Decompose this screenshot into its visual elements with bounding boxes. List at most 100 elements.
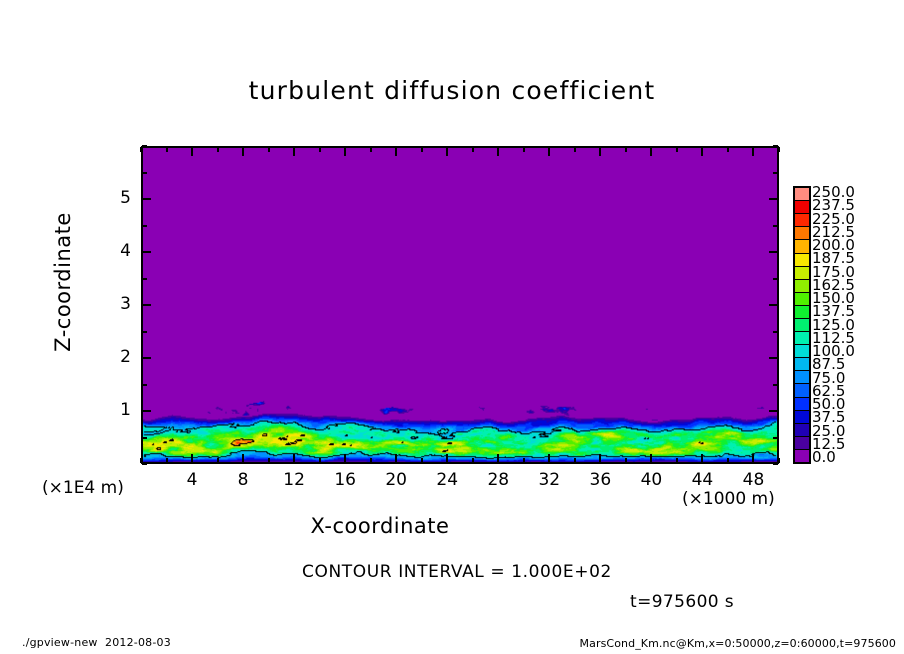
y-tick-left xyxy=(142,171,147,174)
x-tick-top xyxy=(573,147,576,152)
x-tick-label: 40 xyxy=(640,470,663,490)
x-tick-bottom xyxy=(369,458,372,463)
x-tick-bottom xyxy=(701,454,704,463)
colorbar-band xyxy=(795,344,809,358)
colorbar-band xyxy=(795,291,809,305)
colorbar-tick-label: 87.5 xyxy=(812,355,846,374)
x-tick-top xyxy=(369,147,372,152)
colorbar-tick-label: 162.5 xyxy=(812,275,855,294)
colorbar-tick-label: 237.5 xyxy=(812,196,855,215)
x-tick-top xyxy=(548,147,551,156)
contour-interval-note: CONTOUR INTERVAL = 1.000E+02 xyxy=(302,562,612,582)
x-tick-bottom xyxy=(650,454,653,463)
x-tick-bottom xyxy=(395,454,398,463)
colorbar-band xyxy=(795,252,809,266)
colorbar-band xyxy=(795,370,809,384)
y-tick-left xyxy=(142,357,151,359)
y-tick-right xyxy=(773,463,778,465)
x-tick-top xyxy=(216,147,219,152)
colorbar-tick-label: 250.0 xyxy=(812,183,855,201)
x-tick-top xyxy=(293,147,296,156)
x-tick-bottom xyxy=(548,454,551,463)
colorbar-tick-label: 225.0 xyxy=(812,209,855,228)
colorbar-band xyxy=(795,278,809,292)
x-tick-label: 36 xyxy=(589,470,612,490)
time-stamp-note: t=975600 s xyxy=(630,592,735,612)
y-tick-left xyxy=(142,410,151,412)
y-tick-left xyxy=(142,304,151,306)
y-tick-right xyxy=(769,410,778,412)
x-tick-top xyxy=(191,147,194,156)
colorbar-tick-label: 62.5 xyxy=(812,381,846,400)
x-tick-top xyxy=(267,147,270,152)
colorbar-tick-label: 50.0 xyxy=(812,395,846,413)
x-tick-top xyxy=(522,147,525,152)
colorbar-band xyxy=(795,357,809,371)
colorbar-band xyxy=(795,448,809,462)
x-tick-bottom xyxy=(165,458,168,463)
x-tick-top xyxy=(778,147,780,152)
colorbar-band xyxy=(795,422,809,436)
x-tick-top xyxy=(650,147,653,156)
colorbar-tick-label: 37.5 xyxy=(812,408,846,427)
colorbar-tick-label: 75.0 xyxy=(812,368,846,387)
x-tick-label: 12 xyxy=(283,470,305,490)
y-tick-left xyxy=(142,436,147,439)
page-title: turbulent diffusion coefficient xyxy=(248,76,656,105)
footer-command-label: ./gpview-new 2012-08-03 xyxy=(22,636,171,649)
x-tick-label: 48 xyxy=(742,470,765,490)
x-tick-bottom xyxy=(675,458,678,463)
colorbar-band xyxy=(795,383,809,397)
x-tick-top xyxy=(701,147,704,156)
x-tick-bottom xyxy=(344,454,347,463)
x-tick-label: 20 xyxy=(385,470,407,490)
colorbar-tick-label: 150.0 xyxy=(812,289,855,307)
colorbar-tick-label: 187.5 xyxy=(812,249,855,268)
x-tick-top xyxy=(471,147,474,152)
colorbar-band xyxy=(795,409,809,423)
colorbar-band xyxy=(795,396,809,410)
x-tick-top xyxy=(726,147,729,152)
x-tick-bottom xyxy=(242,454,245,463)
colorbar-band xyxy=(795,265,809,279)
x-tick-label: 44 xyxy=(691,470,714,490)
x-tick-top xyxy=(242,147,245,156)
y-tick-left xyxy=(142,145,147,147)
y-tick-right xyxy=(769,198,778,200)
x-tick-bottom xyxy=(318,458,321,463)
y-tick-left xyxy=(142,330,147,333)
colorbar-band xyxy=(795,213,809,227)
y-tick-left xyxy=(142,251,151,253)
x-tick-top xyxy=(395,147,398,156)
y-axis-title: Z-coordinate xyxy=(51,212,75,352)
colorbar-tick-label: 25.0 xyxy=(812,421,846,440)
y-tick-right xyxy=(773,383,778,386)
colorbar-tick-label: 137.5 xyxy=(812,302,855,321)
x-tick-top xyxy=(344,147,347,156)
colorbar-band xyxy=(795,188,809,201)
colorbar xyxy=(793,186,811,464)
colorbar-tick-label: 12.5 xyxy=(812,434,846,453)
x-tick-label: 16 xyxy=(334,470,356,490)
x-tick-bottom xyxy=(778,458,780,463)
y-tick-right xyxy=(773,145,778,147)
x-tick-bottom xyxy=(599,454,602,463)
colorbar-tick-label: 212.5 xyxy=(812,222,855,241)
x-tick-top xyxy=(752,147,755,156)
colorbar-tick-label: 175.0 xyxy=(812,262,855,281)
colorbar-band xyxy=(795,200,809,214)
x-tick-bottom xyxy=(752,454,755,463)
x-tick-bottom xyxy=(267,458,270,463)
colorbar-tick-label: 125.0 xyxy=(812,315,855,334)
x-tick-top xyxy=(446,147,449,156)
y-tick-label: 2 xyxy=(120,347,131,367)
x-tick-label: 32 xyxy=(538,470,561,490)
colorbar-band xyxy=(795,226,809,240)
y-tick-left xyxy=(142,224,147,227)
y-tick-left xyxy=(142,463,147,465)
x-tick-bottom xyxy=(573,458,576,463)
x-tick-top xyxy=(675,147,678,152)
x-tick-label: 8 xyxy=(237,470,249,490)
x-tick-top xyxy=(624,147,627,152)
colorbar-band xyxy=(795,304,809,318)
